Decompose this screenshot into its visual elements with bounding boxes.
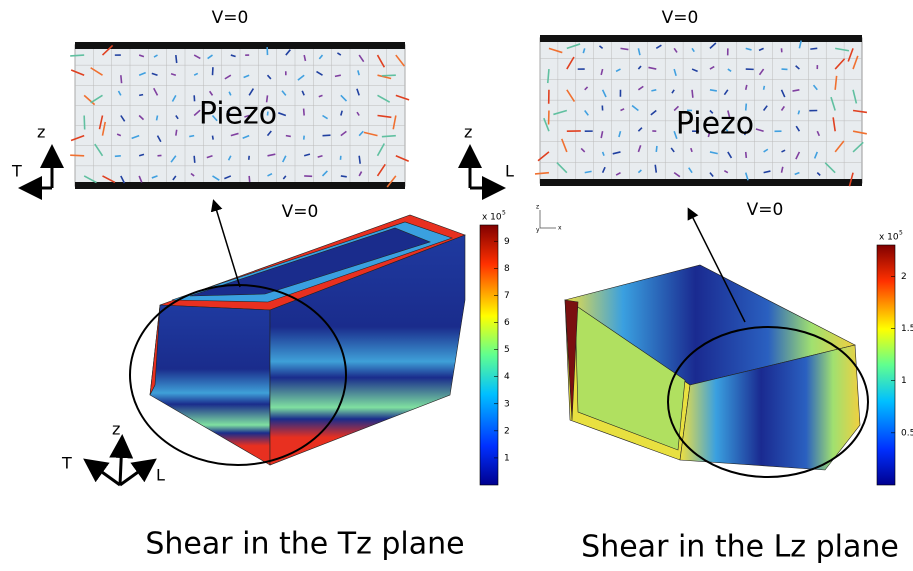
field-arrow bbox=[189, 136, 194, 137]
top-label: V=0 bbox=[662, 8, 699, 28]
field-arrow bbox=[139, 95, 143, 96]
colorbar bbox=[877, 245, 895, 485]
colorbar-multiplier: x 10 bbox=[879, 233, 899, 243]
electrode bbox=[540, 35, 862, 42]
electrode bbox=[75, 42, 405, 49]
caption: Shear in the Lz plane bbox=[581, 530, 899, 565]
field-arrow bbox=[213, 136, 214, 140]
colorbar-tick-label: 2 bbox=[901, 272, 907, 282]
field-arrow bbox=[692, 90, 693, 98]
field-arrow bbox=[84, 116, 85, 130]
colorbar-tick-label: 4 bbox=[504, 372, 510, 382]
colorbar-tick-label: 0.5 bbox=[901, 428, 913, 438]
colorbar-tick-label: 1 bbox=[901, 376, 907, 386]
colorbar-tick-label: 1 bbox=[504, 453, 510, 463]
field-arrow bbox=[655, 165, 656, 173]
field-arrow bbox=[764, 86, 765, 90]
figure: V=0 V=0 Piezo z T z T L Shear in the Tz … bbox=[0, 0, 913, 567]
field-arrow bbox=[304, 109, 305, 116]
box-axes-glyph bbox=[88, 440, 152, 485]
axis-label: T bbox=[11, 162, 22, 181]
axis-label: z bbox=[37, 123, 45, 142]
electrode bbox=[75, 182, 405, 189]
field-arrow bbox=[341, 176, 347, 177]
colorbar-exponent: 5 bbox=[899, 230, 903, 237]
pointer-arrow bbox=[214, 202, 240, 287]
colorbar-tick-label: 5 bbox=[504, 345, 510, 355]
material-label: Piezo bbox=[199, 97, 277, 132]
caption: Shear in the Tz plane bbox=[145, 527, 464, 562]
axis-label: z bbox=[464, 123, 472, 142]
field-arrow bbox=[656, 146, 657, 152]
material-label: Piezo bbox=[676, 107, 754, 142]
axis-label: L bbox=[505, 162, 514, 181]
bottom-label: V=0 bbox=[747, 200, 784, 220]
colorbar-tick-label: 8 bbox=[504, 264, 510, 274]
colorbar-multiplier: x 10 bbox=[482, 213, 502, 223]
field-arrow bbox=[335, 75, 341, 76]
axes-glyph bbox=[470, 150, 500, 188]
bottom-label: V=0 bbox=[282, 202, 319, 222]
colorbar-tick-label: 1.5 bbox=[901, 324, 913, 334]
field-arrow bbox=[157, 116, 158, 121]
colorbar-tick-label: 2 bbox=[504, 426, 510, 436]
field-arrow bbox=[194, 156, 195, 163]
axis-label: L bbox=[156, 466, 165, 485]
field-arrow bbox=[121, 75, 122, 83]
field-arrow bbox=[176, 55, 177, 63]
axis-label: y bbox=[536, 227, 540, 234]
deformed-block bbox=[150, 215, 465, 465]
field-arrow bbox=[176, 130, 177, 136]
axis-label: z bbox=[536, 204, 539, 211]
mini-axes bbox=[540, 210, 556, 228]
field-arrow bbox=[810, 48, 817, 49]
colorbar-tick-label: 3 bbox=[504, 399, 510, 409]
field-arrow bbox=[382, 136, 396, 137]
colorbar-tick-label: 6 bbox=[504, 318, 510, 328]
colorbar-exponent: 5 bbox=[502, 210, 506, 217]
field-arrow bbox=[798, 111, 799, 115]
field-arrow bbox=[70, 55, 84, 56]
field-arrow bbox=[746, 85, 747, 90]
colorbar-tick-label: 9 bbox=[504, 237, 510, 247]
colorbar-tick-label: 7 bbox=[504, 291, 510, 301]
field-arrow bbox=[249, 176, 250, 182]
axis-label: x bbox=[558, 225, 562, 232]
field-arrow bbox=[651, 90, 656, 91]
top-label: V=0 bbox=[212, 8, 249, 28]
field-arrow bbox=[746, 152, 747, 158]
axes-glyph bbox=[24, 150, 52, 188]
field-arrow bbox=[382, 75, 396, 76]
field-arrow bbox=[70, 155, 84, 156]
field-arrow bbox=[359, 156, 360, 164]
deformed-block bbox=[565, 265, 860, 470]
colorbar bbox=[480, 225, 498, 485]
field-arrow bbox=[286, 136, 291, 137]
axis-label: z bbox=[112, 420, 120, 439]
electrode bbox=[540, 179, 862, 186]
axis-label: T bbox=[61, 454, 72, 473]
